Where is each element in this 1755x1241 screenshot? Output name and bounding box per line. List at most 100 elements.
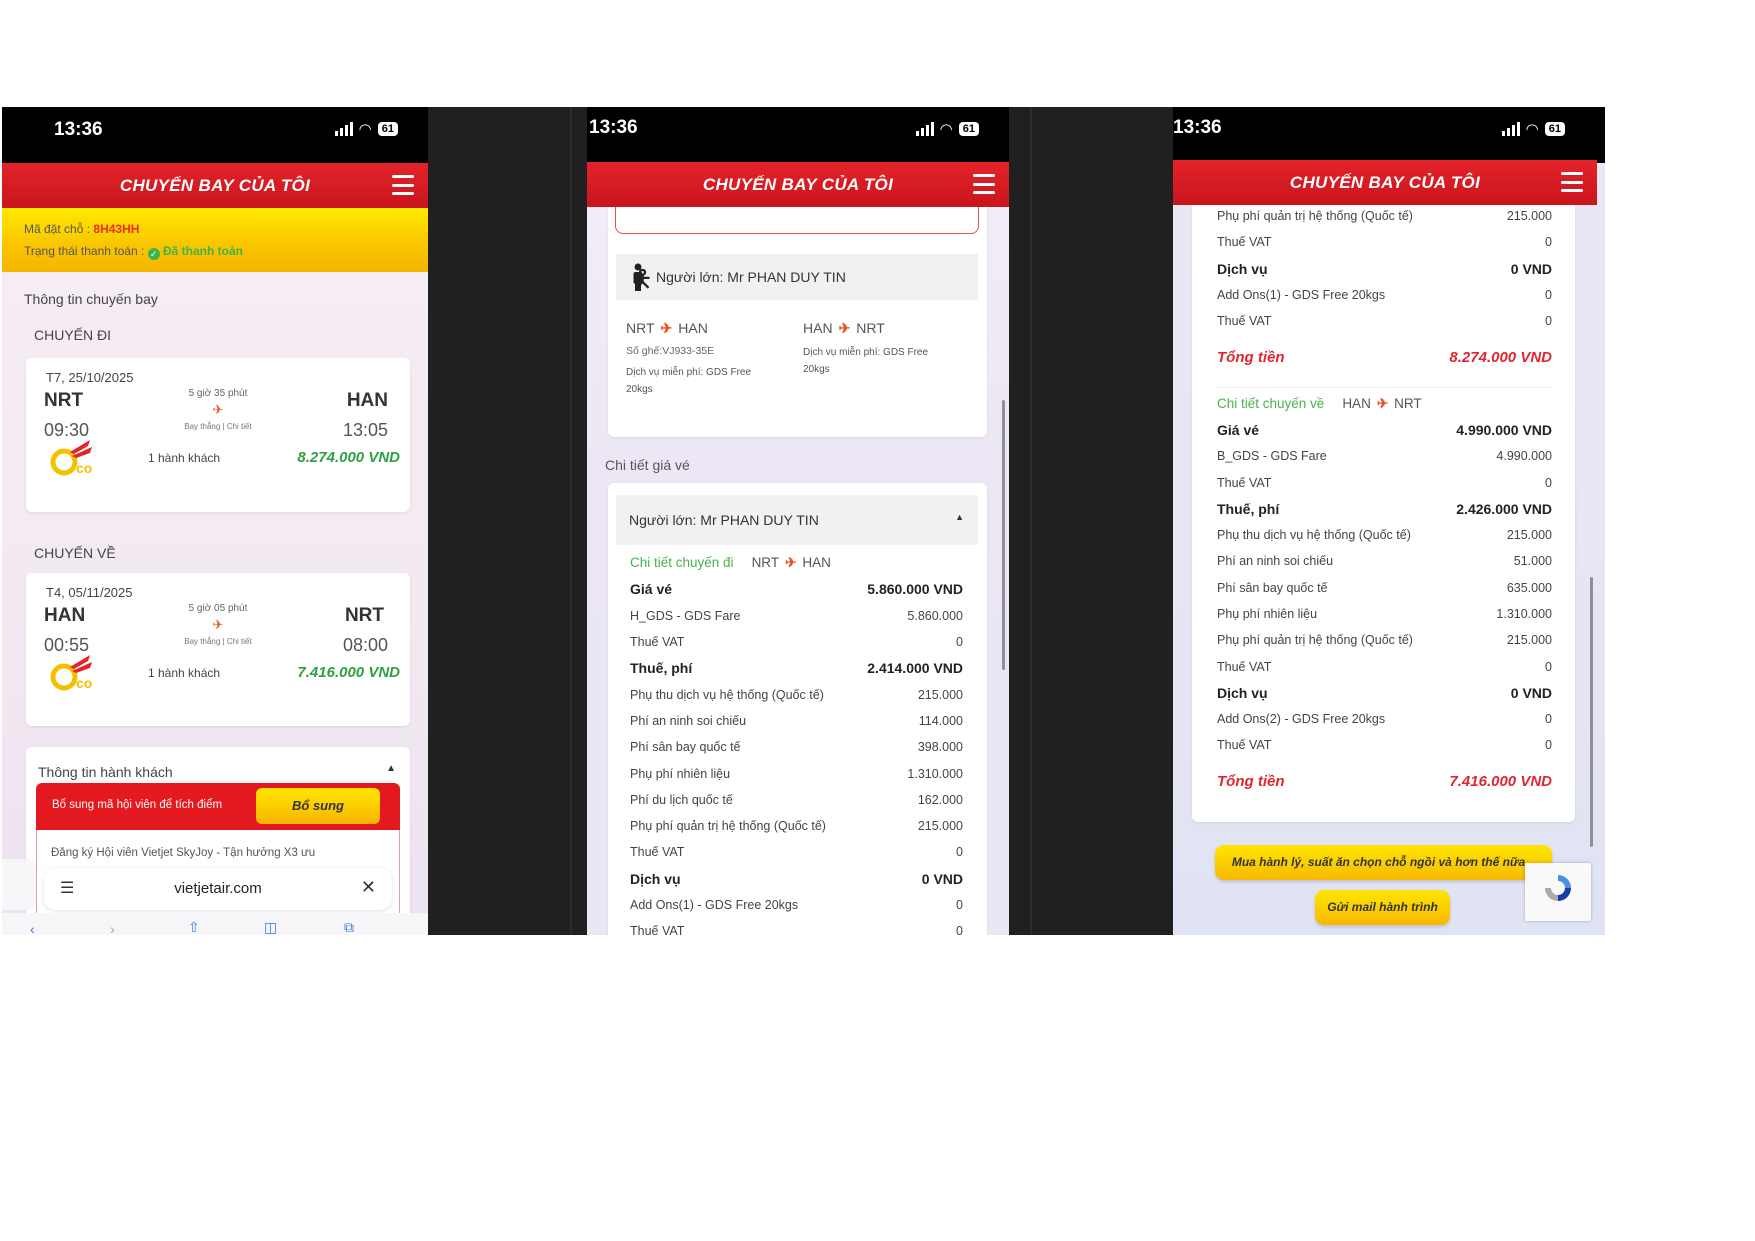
leg-origin: HAN [1342, 395, 1371, 411]
fare-row: Phụ thu dịch vụ hệ thống (Quốc tế) 215.00… [630, 681, 963, 707]
booking-status-band: Mã đặt chỗ : 8H43HH Trạng thái thanh toá… [2, 208, 428, 272]
email-itinerary-button[interactable]: Gửi mail hành trình [1315, 890, 1450, 925]
fare-value: 162.000 [917, 792, 963, 807]
fare-value: 0 [1545, 288, 1552, 303]
fare-value: 0 [1545, 659, 1552, 674]
fare-value: 0 [1545, 475, 1552, 490]
fare-detail-card: Người lớn: Mr PHAN DUY TIN ▲ Chi tiết ch… [608, 483, 987, 935]
fare-row: Thuế VAT 0 [630, 839, 963, 865]
app-header: CHUYẾN BAY CỦA TÔI [1173, 160, 1597, 205]
fare-value: 215.000 [917, 819, 963, 834]
fare-value: 215.000 [1506, 528, 1552, 543]
fare-row: Phụ phí quản trị hệ thống (Quốc tế) 215.0… [630, 813, 963, 839]
fare-row: Phí sân bay quốc tế 398.000 [630, 734, 963, 760]
section-route: NRT ✈ HAN [752, 555, 831, 570]
fare-label: Add Ons(1) - GDS Free 20kgs [1217, 288, 1386, 303]
page-menu-icon[interactable]: ☰ [60, 880, 75, 897]
collapse-chevron-icon[interactable]: ▲ [386, 763, 396, 774]
browser-address-bar[interactable]: ☰ vietjetair.com ✕ [44, 868, 392, 910]
menu-icon[interactable] [973, 174, 995, 194]
plane-icon: ✈ [1376, 395, 1389, 411]
flight-date: T7, 25/10/2025 [46, 370, 134, 385]
leg-origin: HAN [803, 320, 833, 336]
wifi-icon: ◠ [939, 121, 953, 138]
fare-value: 0 [1545, 235, 1552, 250]
fare-label: Phí an ninh soi chiếu [1217, 554, 1334, 569]
fare-value: 398.000 [917, 740, 963, 755]
status-bar: 13:36 ◠ 61 [2, 107, 428, 163]
app-header: CHUYẾN BAY CỦA TÔI [2, 163, 428, 208]
fare-value: 1.310.000 [907, 766, 963, 781]
close-icon[interactable]: ✕ [360, 877, 376, 897]
fare-row: Add Ons(1) - GDS Free 20kgs 0 [630, 892, 963, 918]
fare-value: 51.000 [1513, 554, 1552, 569]
recaptcha-badge[interactable] [1525, 863, 1591, 921]
fare-row: Thuế, phí 2.426.000 VND [1217, 496, 1552, 522]
fare-value: 2.426.000 VND [1456, 500, 1552, 517]
fare-value: 114.000 [918, 713, 963, 728]
tabs-icon[interactable]: ⧉ [344, 919, 354, 935]
fare-value: 5.860.000 [907, 608, 963, 623]
url-text[interactable]: vietjetair.com [174, 880, 262, 897]
leg-section-row: Chi tiết chuyến đi NRT ✈ HAN [630, 550, 963, 576]
leg-destination: HAN [802, 555, 831, 571]
fare-value: 0 [1545, 314, 1552, 329]
fare-row: Thuế VAT 0 [1217, 653, 1552, 679]
fare-value: 215.000 [917, 687, 963, 702]
fare-value: 5.860.000 VND [867, 581, 963, 598]
fare-row: Add Ons(2) - GDS Free 20kgs 0 [1217, 706, 1552, 732]
scrollbar[interactable] [1590, 577, 1593, 847]
fare-row: Thuế VAT 0 [630, 918, 963, 935]
battery-icon: 61 [1544, 122, 1565, 136]
flight-detail-link[interactable]: Bay thẳng | Chi tiết [184, 637, 252, 646]
status-time: 13:36 [589, 117, 638, 138]
scrollbar[interactable] [1002, 400, 1005, 670]
outbound-flight-card[interactable]: T7, 25/10/2025 NRT HAN 5 giờ 35 phút ✈ B… [26, 358, 410, 512]
return-flight-card[interactable]: T4, 05/11/2025 HAN NRT 5 giờ 05 phút ✈ B… [26, 573, 410, 726]
plane-icon: ✈ [212, 402, 224, 417]
flight-duration: 5 giờ 35 phút [188, 388, 248, 399]
fare-label: Thuế VAT [630, 845, 685, 860]
leg-destination: NRT [1394, 395, 1422, 411]
share-icon[interactable]: ⇧ [188, 919, 200, 935]
collapse-chevron-icon[interactable]: ▲ [955, 512, 964, 522]
section-title: Thông tin chuyến bay [24, 291, 158, 307]
fare-label: Thuế VAT [630, 635, 685, 650]
fare-row: Thuế VAT 0 [1217, 469, 1552, 495]
fare-label: Add Ons(2) - GDS Free 20kgs [1217, 712, 1386, 727]
return-heading: CHUYẾN VỀ [34, 545, 116, 561]
person-icon [633, 263, 643, 291]
app-header: CHUYẾN BAY CỦA TÔI [587, 162, 1009, 207]
status-time: 13:36 [1173, 117, 1222, 138]
eco-fare-logo: co [50, 440, 92, 476]
fare-label: Phí sân bay quốc tế [630, 740, 741, 755]
leg-destination: NRT [856, 320, 885, 336]
plane-icon: ✈ [785, 555, 797, 571]
fare-detail-card: Phụ phí quản trị hệ thống (Quốc tế) 215.0… [1192, 197, 1575, 822]
fare-label: Thuế, phí [630, 660, 693, 677]
booking-code: 8H43HH [93, 222, 140, 236]
buy-extras-button[interactable]: Mua hành lý, suất ăn chọn chỗ ngồi và hơ… [1215, 845, 1552, 880]
back-icon[interactable]: ‹ [30, 921, 35, 935]
passenger-name: Người lớn: Mr PHAN DUY TIN [656, 269, 846, 285]
fare-value: 635.000 [1506, 580, 1552, 595]
bookmarks-icon[interactable]: ◫ [264, 919, 278, 935]
fare-label: B_GDS - GDS Fare [1217, 449, 1327, 464]
flight-detail-link[interactable]: Bay thẳng | Chi tiết [184, 422, 252, 431]
wifi-icon: ◠ [1525, 121, 1539, 138]
fare-section-title: Chi tiết giá vé [605, 457, 690, 473]
leg-origin: NRT [751, 555, 780, 571]
forward-icon[interactable]: › [110, 921, 115, 935]
fare-label: Add Ons(1) - GDS Free 20kgs [630, 898, 799, 912]
fare-passenger-header[interactable]: Người lớn: Mr PHAN DUY TIN ▲ [616, 495, 978, 545]
phone-screen-2: 13:36 ◠ 61 CHUYẾN BAY CỦA TÔI 🯅 Người lớ… [587, 107, 1009, 935]
menu-icon[interactable] [392, 175, 414, 195]
add-member-button[interactable]: Bổ sung [256, 788, 380, 824]
divider [1217, 375, 1552, 390]
fare-row: Giá vé 4.990.000 VND [1217, 417, 1552, 443]
fare-value: 2.414.000 VND [867, 660, 963, 677]
phone-screen-1: 13:36 ◠ 61 CHUYẾN BAY CỦA TÔI Mã đặt chỗ… [2, 107, 428, 935]
menu-icon[interactable] [1561, 172, 1583, 192]
fare-row: Thuế VAT 0 [1217, 308, 1552, 334]
flight-price: 8.274.000 VND [297, 449, 400, 466]
